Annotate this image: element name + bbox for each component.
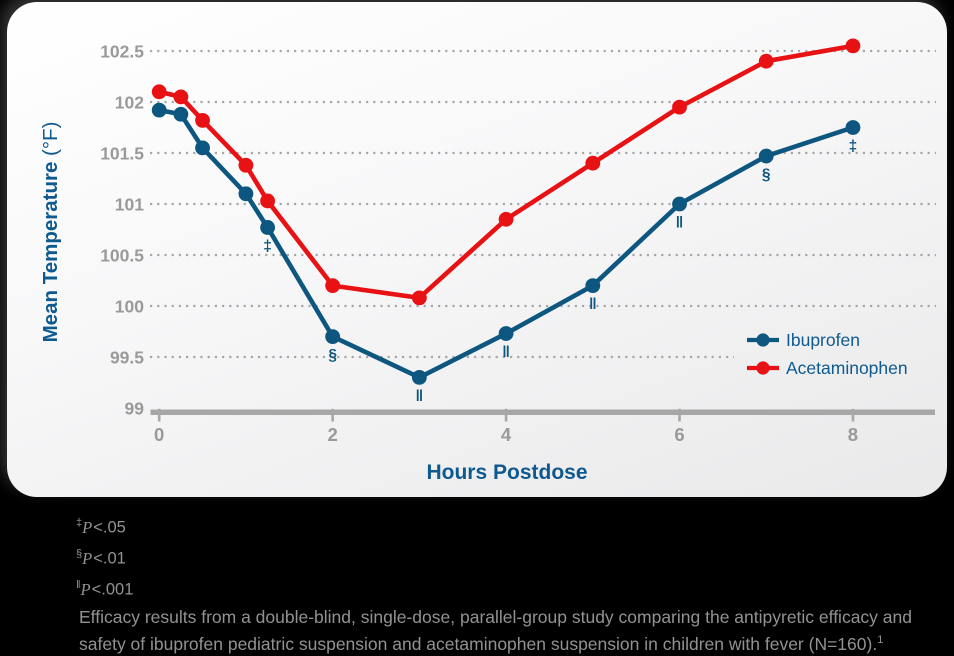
data-point-ibuprofen — [325, 329, 341, 344]
data-point-acetaminophen — [260, 193, 275, 209]
y-tick-label: 102.5 — [100, 42, 144, 62]
y-axis-title: Mean Temperature (°F) — [39, 122, 62, 343]
x-tick-label: 0 — [154, 424, 164, 445]
temperature-line-chart: 99 99.5 100 100.5 101 101.5 102 102.5 0 2 4 6 8 Hours… — [39, 38, 936, 484]
footnote-p001: ‖P<.001 — [76, 572, 954, 603]
x-axis-title: Hours Postdose — [426, 461, 587, 484]
data-point-acetaminophen — [195, 112, 210, 128]
footnote-value: <.01 — [93, 549, 126, 568]
data-point-ibuprofen — [151, 102, 167, 118]
reference-mark: 1 — [877, 634, 884, 646]
significance-marker: ‖ — [676, 215, 684, 232]
significance-marker: ‡ — [263, 238, 272, 255]
data-point-acetaminophen — [151, 84, 167, 100]
significance-marker: ‖ — [416, 388, 424, 405]
y-tick-label: 99 — [125, 399, 145, 419]
data-point-ibuprofen — [411, 370, 427, 385]
footnote-p05: ‡P<.05 — [76, 510, 954, 541]
x-tick-label: 6 — [674, 424, 684, 445]
data-point-acetaminophen — [238, 157, 254, 173]
y-tick-label: 99.5 — [110, 348, 144, 368]
data-point-acetaminophen — [411, 290, 427, 306]
data-point-ibuprofen — [498, 326, 514, 341]
data-point-acetaminophen — [845, 38, 861, 54]
y-tick-label: 101.5 — [100, 144, 144, 164]
p-label: P — [80, 579, 91, 599]
y-tick-label: 100 — [115, 297, 144, 317]
x-tick-label: 4 — [501, 424, 512, 445]
section-symbol: § — [76, 548, 83, 560]
y-tick-label: 101 — [115, 195, 144, 215]
data-point-ibuprofen — [845, 120, 861, 135]
significance-marker: ‡ — [849, 138, 858, 155]
data-point-ibuprofen — [173, 106, 189, 122]
legend-label-ibuprofen: Ibuprofen — [786, 330, 860, 350]
caption-text: Efficacy results from a double-blind, si… — [79, 607, 912, 654]
legend-marker — [756, 333, 770, 347]
footnote-value: <.05 — [93, 518, 126, 537]
footnote-p01: §P<.01 — [76, 541, 954, 572]
legend-label-acetaminophen: Acetaminophen — [786, 358, 908, 378]
data-point-ibuprofen — [195, 140, 210, 156]
y-tick-label: 102 — [115, 93, 144, 113]
data-point-ibuprofen — [238, 186, 254, 202]
p-label: P — [82, 548, 93, 568]
series-line-acetaminophen — [156, 43, 856, 301]
data-point-acetaminophen — [173, 89, 189, 105]
significance-marker: ‖ — [589, 296, 597, 313]
data-point-ibuprofen — [672, 196, 687, 212]
x-tick-label: 2 — [327, 424, 337, 445]
x-tick-label: 8 — [848, 424, 858, 445]
double-dagger-symbol: ‡ — [76, 517, 83, 529]
data-point-ibuprofen — [585, 278, 601, 293]
data-point-acetaminophen — [758, 53, 774, 69]
parallel-symbol: ‖ — [76, 579, 81, 591]
study-description-caption: Efficacy results from a double-blind, si… — [79, 606, 943, 656]
data-point-acetaminophen — [672, 99, 687, 115]
data-point-acetaminophen — [498, 211, 514, 227]
data-point-ibuprofen — [758, 148, 774, 164]
data-point-acetaminophen — [585, 155, 601, 171]
p-label: P — [82, 517, 93, 537]
significance-marker: § — [762, 167, 771, 184]
significance-footnotes: ‡P<.05 §P<.01 ‖P<.001 — [76, 510, 954, 603]
y-tick-label: 100.5 — [100, 246, 144, 266]
legend-marker — [756, 361, 770, 375]
footnote-value: <.001 — [91, 580, 134, 599]
significance-marker: ‖ — [502, 344, 510, 361]
significance-marker: § — [328, 347, 337, 364]
data-point-ibuprofen — [260, 220, 275, 235]
chart-footer: ‡P<.05 §P<.01 ‖P<.001 Efficacy results f… — [0, 510, 954, 656]
data-point-acetaminophen — [325, 278, 341, 293]
